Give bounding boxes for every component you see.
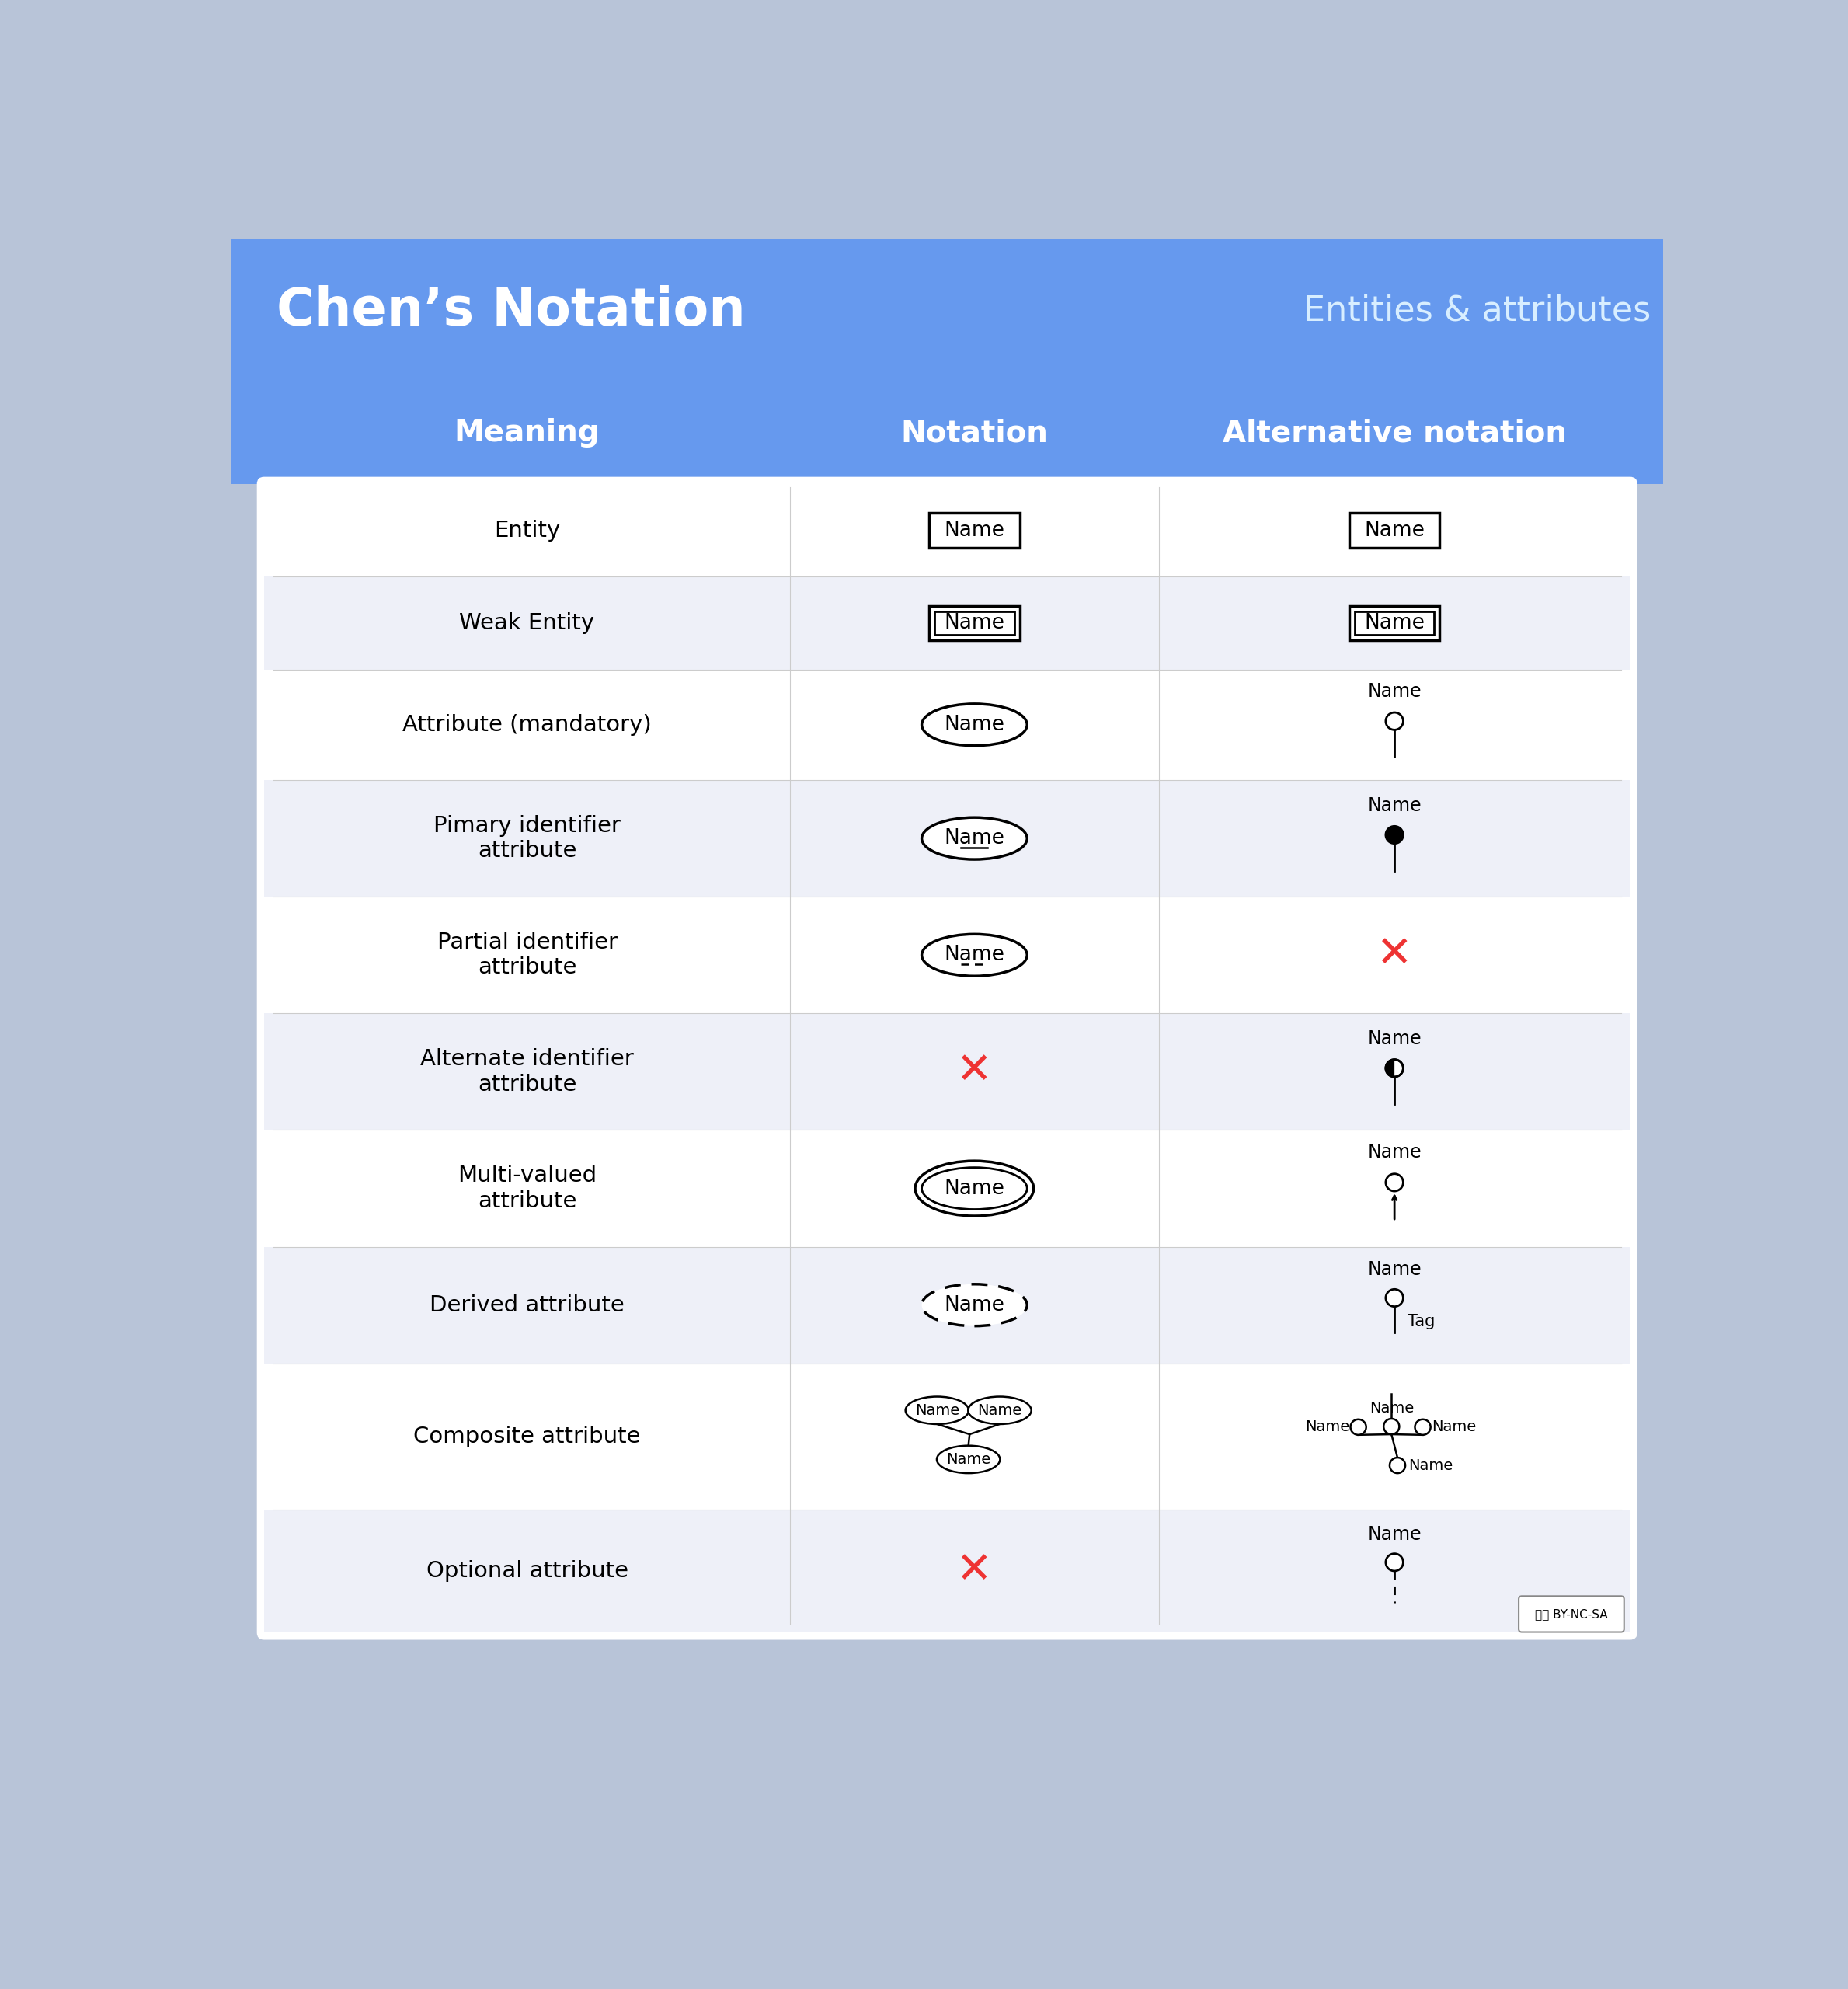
Text: Name: Name [944, 521, 1005, 541]
Circle shape [1386, 1060, 1403, 1076]
Text: Attribute (mandatory): Attribute (mandatory) [403, 714, 652, 736]
Text: Name: Name [1408, 1458, 1453, 1472]
Text: Name: Name [1368, 1030, 1421, 1048]
Text: Name: Name [1368, 796, 1421, 815]
Bar [1349, 513, 1440, 547]
Ellipse shape [922, 1168, 1027, 1209]
Text: Alternative notation: Alternative notation [1222, 418, 1567, 448]
Text: Entities & attributes: Entities & attributes [1303, 294, 1650, 326]
Ellipse shape [915, 1162, 1033, 1215]
Text: Notation: Notation [900, 418, 1048, 448]
Ellipse shape [922, 817, 1027, 859]
Circle shape [1386, 1553, 1403, 1571]
Bar [1355, 611, 1434, 634]
Text: Multi-valued
attribute: Multi-valued attribute [458, 1166, 597, 1211]
Text: Name: Name [915, 1402, 959, 1418]
Bar [930, 513, 1020, 547]
Ellipse shape [922, 935, 1027, 977]
Bar [935, 611, 1015, 634]
Bar [264, 1247, 1630, 1362]
Text: Tag: Tag [1408, 1315, 1436, 1329]
Text: Name: Name [946, 1452, 991, 1466]
Text: Entity: Entity [493, 519, 560, 541]
Text: Chen’s Notation: Chen’s Notation [275, 284, 745, 336]
Text: Meaning: Meaning [455, 418, 601, 448]
Text: Name: Name [978, 1402, 1022, 1418]
Text: Name: Name [944, 613, 1005, 633]
Bar [264, 670, 1630, 780]
Text: Name: Name [1364, 521, 1425, 541]
Text: Name: Name [1369, 1400, 1414, 1416]
Text: Derived attribute: Derived attribute [431, 1295, 625, 1317]
Text: Name: Name [1432, 1420, 1477, 1434]
Text: ✕: ✕ [1377, 935, 1412, 977]
Bar [1349, 607, 1440, 640]
Text: Name: Name [944, 827, 1005, 849]
Circle shape [1386, 825, 1403, 843]
Bar [930, 607, 1020, 640]
Bar [264, 483, 1630, 577]
Text: Name: Name [1368, 1259, 1421, 1279]
Circle shape [1384, 1418, 1399, 1434]
Ellipse shape [922, 704, 1027, 746]
Circle shape [1386, 1289, 1403, 1307]
Circle shape [1386, 712, 1403, 730]
Bar [264, 1362, 1630, 1510]
Text: Name: Name [1368, 1526, 1421, 1543]
Bar [264, 1130, 1630, 1247]
Bar [231, 382, 1663, 483]
Text: Weak Entity: Weak Entity [460, 613, 595, 634]
Bar [264, 1510, 1630, 1633]
Circle shape [1390, 1458, 1404, 1474]
Text: ✕: ✕ [957, 1549, 992, 1593]
Circle shape [1416, 1420, 1430, 1434]
FancyBboxPatch shape [1519, 1595, 1624, 1633]
Bar [264, 780, 1630, 897]
Bar [264, 1014, 1630, 1130]
Bar [231, 239, 1663, 382]
Text: Name: Name [944, 714, 1005, 734]
Text: Alternate identifier
attribute: Alternate identifier attribute [419, 1048, 634, 1096]
Wedge shape [1386, 1060, 1395, 1076]
Text: Name: Name [1368, 1144, 1421, 1162]
Text: Pimary identifier
attribute: Pimary identifier attribute [434, 815, 621, 861]
Circle shape [1386, 1174, 1403, 1191]
Text: Name: Name [944, 1295, 1005, 1315]
Text: ⒸⓄ BY-NC-SA: ⒸⓄ BY-NC-SA [1536, 1609, 1608, 1619]
Text: Name: Name [1364, 613, 1425, 633]
Text: Partial identifier
attribute: Partial identifier attribute [436, 931, 617, 979]
Ellipse shape [968, 1396, 1031, 1424]
Text: Name: Name [1305, 1420, 1349, 1434]
Text: Name: Name [944, 945, 1005, 965]
Text: Name: Name [1368, 682, 1421, 702]
Text: Composite attribute: Composite attribute [414, 1426, 641, 1448]
Text: Name: Name [944, 1177, 1005, 1199]
Bar [264, 897, 1630, 1014]
Ellipse shape [906, 1396, 968, 1424]
Ellipse shape [937, 1446, 1000, 1474]
Circle shape [1351, 1420, 1366, 1434]
FancyBboxPatch shape [257, 477, 1637, 1639]
Bar [264, 577, 1630, 670]
Text: ✕: ✕ [957, 1050, 992, 1092]
Text: Optional attribute: Optional attribute [427, 1561, 628, 1581]
Ellipse shape [922, 1285, 1027, 1327]
